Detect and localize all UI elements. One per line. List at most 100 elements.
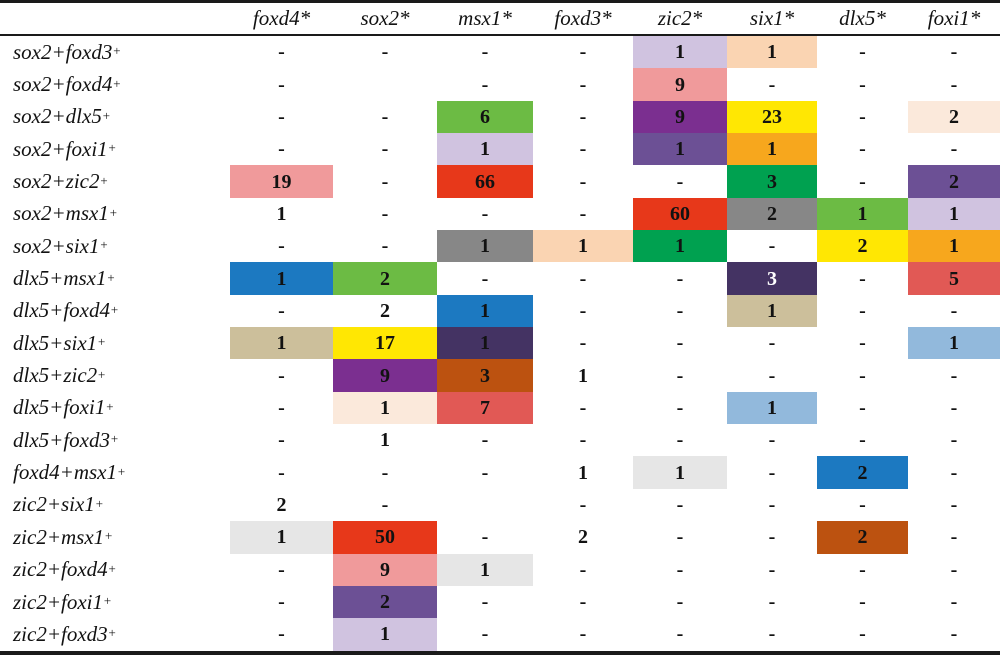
matrix-cell: - <box>381 202 389 225</box>
table-row: sox2+foxi1 + - -1-1 1- - <box>0 133 1000 166</box>
matrix-cell: 9 <box>633 100 727 134</box>
row-label: sox2+msx1 + <box>13 201 118 226</box>
row-label: foxd4+msx1 + <box>13 460 126 485</box>
matrix-cell: 2 <box>817 230 908 263</box>
table-row: dlx5+zic2 + - 9 3 1 - - - - <box>0 359 1000 392</box>
matrix-cell: - <box>278 105 285 128</box>
matrix-cell: - <box>950 558 958 581</box>
matrix-cell: - <box>859 138 866 161</box>
matrix-cell <box>437 489 533 521</box>
column-header: dlx5* <box>839 6 886 30</box>
matrix-cell: - <box>768 461 776 484</box>
matrix-cell: - <box>278 73 285 96</box>
row-label: sox2+foxi1 + <box>13 136 117 161</box>
matrix-cell: - <box>676 429 684 452</box>
row-label: dlx5+zic2 + <box>13 363 106 388</box>
matrix-cell: 1 <box>230 327 333 360</box>
matrix-cell: - <box>278 396 285 419</box>
row-label: zic2+foxd4 + <box>13 557 117 582</box>
matrix-cell: 1 <box>727 36 817 69</box>
matrix-cell: 1 <box>727 133 817 166</box>
matrix-cell: - <box>579 429 587 452</box>
matrix-cell: - <box>579 105 587 128</box>
matrix-cell: - <box>676 332 684 355</box>
matrix-cell: 2 <box>333 262 437 295</box>
matrix-cell: 1 <box>727 294 817 328</box>
matrix-cell: - <box>381 41 389 64</box>
matrix-cell: - <box>768 493 776 516</box>
column-header: foxi1* <box>927 6 981 30</box>
column-header: six1* <box>749 6 795 30</box>
matrix-cell: - <box>481 526 489 549</box>
matrix-cell: 1 <box>437 133 533 166</box>
matrix-cell: - <box>579 558 587 581</box>
matrix-cell: - <box>278 558 285 581</box>
matrix-cell: - <box>859 364 866 387</box>
matrix-cell: - <box>381 170 389 193</box>
matrix-cell: 7 <box>437 391 533 425</box>
matrix-cell: 2 <box>578 526 588 549</box>
matrix-cell: - <box>768 526 776 549</box>
matrix-cell: - <box>278 41 285 64</box>
matrix-cell: 1 <box>533 230 633 263</box>
table-row: dlx5+foxi1 + -1 7- -1- - <box>0 391 1000 425</box>
matrix-cell: - <box>278 235 285 258</box>
matrix-cell: 2 <box>908 100 1000 134</box>
matrix-cell: - <box>381 105 389 128</box>
row-label: dlx5+msx1 + <box>13 266 116 291</box>
matrix-cell: 1 <box>908 327 1000 360</box>
table-row: sox2+zic2 + 19 - 66 - - 3 - 2 <box>0 165 1000 198</box>
matrix-cell: - <box>950 591 958 614</box>
matrix-cell: - <box>768 558 776 581</box>
matrix-cell: - <box>950 73 958 96</box>
matrix-cell: - <box>579 299 587 322</box>
matrix-cell: - <box>950 299 958 322</box>
table-row: sox2+msx1 +1- - -60 2 1 1 <box>0 197 1000 231</box>
matrix-cell: 1 <box>380 429 390 452</box>
table-row: zic2+msx1 + 1 50 - 2 - - 2 - <box>0 521 1000 554</box>
matrix-cell: 1 <box>276 202 287 225</box>
matrix-cell: 1 <box>437 327 533 360</box>
matrix-cell: 1 <box>333 391 437 425</box>
row-label: dlx5+foxi1 + <box>13 395 115 420</box>
matrix-cell: - <box>278 138 285 161</box>
row-label: sox2+foxd3 + <box>13 39 122 64</box>
matrix-cell: 1 <box>578 364 588 387</box>
matrix-cell: - <box>676 267 684 290</box>
corner-cell <box>0 3 230 34</box>
table-row: dlx5+six1 +1 17 1- - - -1 <box>0 327 1000 360</box>
matrix-cell: - <box>481 591 489 614</box>
column-header: zic2* <box>657 6 703 30</box>
matrix-cell: - <box>768 429 776 452</box>
matrix-cell: - <box>859 267 866 290</box>
column-header: foxd3* <box>554 6 612 30</box>
matrix-cell: - <box>278 591 285 614</box>
matrix-cell: 6 <box>437 100 533 134</box>
matrix-cell: 2 <box>380 299 390 322</box>
matrix-cell: - <box>676 558 684 581</box>
row-label: sox2+dlx5 + <box>13 104 111 129</box>
row-label: dlx5+foxd3 + <box>13 427 119 452</box>
matrix-cell: 1 <box>230 521 333 554</box>
matrix-cell: 1 <box>633 36 727 69</box>
matrix-cell: - <box>278 461 285 484</box>
table-row: foxd4+msx1 + - - - 1 1 - 2 - <box>0 456 1000 489</box>
matrix-cell: - <box>768 623 776 646</box>
matrix-cell: - <box>381 493 389 516</box>
matrix-cell: 9 <box>633 68 727 101</box>
matrix-cell: 5 <box>908 262 1000 295</box>
matrix-cell: - <box>381 235 389 258</box>
row-label: zic2+foxd3 + <box>13 621 117 646</box>
matrix-cell: 2 <box>276 493 287 516</box>
matrix-cell: 1 <box>633 133 727 166</box>
matrix-cell: - <box>859 623 866 646</box>
table-row: zic2+foxd3 + - 1 - - - - - - <box>0 618 1000 651</box>
matrix-cell: - <box>481 202 489 225</box>
matrix-cell: 9 <box>333 553 437 586</box>
matrix-cell: 50 <box>333 521 437 554</box>
table-row: dlx5+msx1 + 1 2 - - - 3 - 5 <box>0 262 1000 295</box>
matrix-cell: - <box>481 429 489 452</box>
matrix-cell: - <box>859 493 866 516</box>
matrix-cell: - <box>579 138 587 161</box>
